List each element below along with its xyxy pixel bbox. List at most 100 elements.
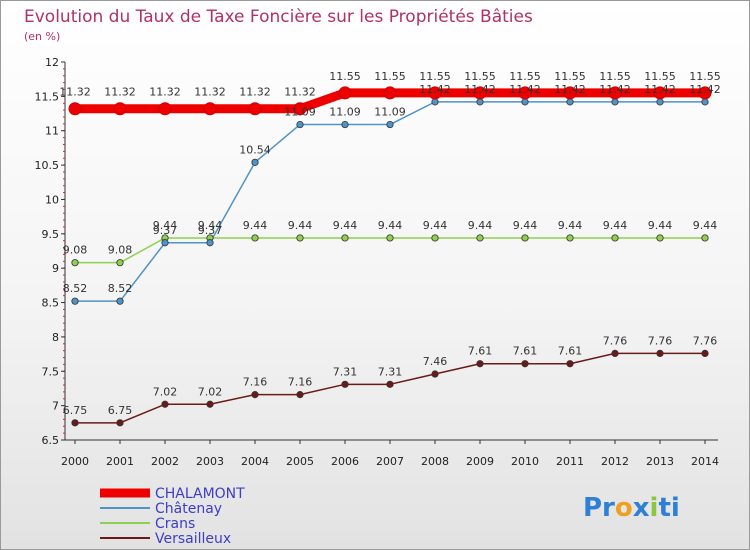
point-versailleux bbox=[296, 391, 304, 399]
data-label-chalamont: 11.55 bbox=[419, 70, 451, 83]
point-versailleux bbox=[476, 360, 484, 368]
y-tick-label: 11 bbox=[45, 125, 59, 138]
point-chatenay bbox=[701, 98, 709, 106]
data-labels: 6.75 6.75 7.02 7.02 7.16 7.16 7.31 7.31 7.46 7.61… bbox=[59, 70, 721, 417]
data-label-chatenay: 10.54 bbox=[239, 143, 271, 156]
axes: 6.5 7 7.5 8 8.5 9 9.5 10 10.5 11 11.5 12 2000 2001 200… bbox=[35, 56, 720, 468]
data-label-chalamont: 11.32 bbox=[149, 86, 181, 99]
point-crans bbox=[341, 234, 349, 242]
data-label-chalamont: 11.55 bbox=[554, 70, 586, 83]
x-tick-label: 2000 bbox=[61, 455, 89, 468]
data-label-chatenay: 11.42 bbox=[689, 83, 721, 96]
data-label-chatenay: 8.52 bbox=[63, 282, 88, 295]
point-chatenay bbox=[161, 239, 169, 247]
data-label-chatenay: 11.42 bbox=[644, 83, 676, 96]
data-label-crans: 9.44 bbox=[468, 219, 493, 232]
x-tick-label: 2010 bbox=[511, 455, 539, 468]
data-label-chatenay: 11.42 bbox=[419, 83, 451, 96]
data-label-versailleux: 7.76 bbox=[693, 334, 718, 347]
chart-title: Evolution du Taux de Taxe Foncière sur l… bbox=[24, 7, 533, 27]
data-label-crans: 9.08 bbox=[108, 244, 133, 257]
data-label-versailleux: 6.75 bbox=[63, 404, 88, 417]
point-crans bbox=[611, 234, 619, 242]
y-tick-label: 9.5 bbox=[42, 228, 60, 241]
point-versailleux bbox=[431, 370, 439, 378]
point-chalamont bbox=[563, 86, 577, 100]
point-versailleux bbox=[341, 380, 349, 388]
point-chatenay bbox=[611, 98, 619, 106]
point-crans bbox=[476, 234, 484, 242]
data-label-chalamont: 11.55 bbox=[509, 70, 541, 83]
x-tick-label: 2002 bbox=[151, 455, 179, 468]
series-line-crans bbox=[74, 237, 706, 264]
point-chatenay bbox=[566, 98, 574, 106]
data-label-chalamont: 11.55 bbox=[329, 70, 361, 83]
series-points bbox=[68, 86, 712, 427]
point-chatenay bbox=[476, 98, 484, 106]
x-tick-label: 2007 bbox=[376, 455, 404, 468]
data-label-chatenay: 11.09 bbox=[284, 106, 316, 119]
data-label-chatenay: 9.37 bbox=[153, 224, 178, 237]
point-crans bbox=[296, 234, 304, 242]
point-chalamont bbox=[383, 86, 397, 100]
point-versailleux bbox=[701, 349, 709, 358]
point-chalamont bbox=[698, 86, 712, 100]
point-crans bbox=[71, 259, 79, 267]
legend-label-crans: Crans bbox=[155, 516, 195, 532]
data-label-chalamont: 11.55 bbox=[599, 70, 631, 83]
y-tick-label: 10.5 bbox=[35, 159, 60, 172]
point-crans bbox=[386, 234, 394, 242]
x-tick-label: 2012 bbox=[601, 455, 629, 468]
data-label-chatenay: 11.42 bbox=[599, 83, 631, 96]
data-label-versailleux: 7.76 bbox=[648, 334, 673, 347]
point-chalamont bbox=[338, 86, 352, 100]
logo-part: x bbox=[633, 493, 650, 523]
point-crans bbox=[521, 234, 529, 242]
point-chalamont bbox=[68, 102, 82, 116]
data-label-chalamont: 11.55 bbox=[464, 70, 496, 83]
point-crans bbox=[701, 234, 709, 242]
legend-label-chatenay: Châtenay bbox=[155, 501, 222, 517]
point-chatenay bbox=[116, 297, 124, 305]
data-label-versailleux: 7.02 bbox=[153, 385, 178, 398]
data-label-chalamont: 11.32 bbox=[104, 86, 136, 99]
point-chalamont bbox=[203, 102, 217, 116]
legend-label-versailleux: Versailleux bbox=[155, 531, 231, 547]
x-tick-label: 2004 bbox=[241, 455, 269, 468]
data-label-chatenay: 9.37 bbox=[198, 224, 223, 237]
data-label-crans: 9.44 bbox=[243, 219, 268, 232]
logo-part: ti bbox=[658, 493, 679, 523]
y-tick-label: 8.5 bbox=[42, 297, 60, 310]
logo-part: Pr bbox=[583, 493, 615, 523]
data-label-versailleux: 7.16 bbox=[243, 376, 268, 389]
data-label-chalamont: 11.55 bbox=[689, 70, 721, 83]
data-label-chalamont: 11.55 bbox=[644, 70, 676, 83]
data-label-versailleux: 7.31 bbox=[333, 365, 358, 378]
point-versailleux bbox=[251, 391, 259, 399]
data-label-versailleux: 7.02 bbox=[198, 385, 223, 398]
data-label-crans: 9.44 bbox=[423, 219, 448, 232]
data-label-crans: 9.44 bbox=[513, 219, 538, 232]
data-label-versailleux: 7.31 bbox=[378, 365, 403, 378]
data-label-crans: 9.08 bbox=[63, 244, 88, 257]
y-tick-label: 10 bbox=[45, 193, 59, 206]
point-chalamont bbox=[608, 86, 622, 100]
data-label-chalamont: 11.32 bbox=[59, 86, 91, 99]
chart-subtitle: (en %) bbox=[24, 30, 60, 43]
point-chalamont bbox=[473, 86, 487, 100]
point-chalamont bbox=[518, 86, 532, 100]
y-tick-label: 12 bbox=[45, 56, 59, 69]
data-label-versailleux: 7.16 bbox=[288, 376, 313, 389]
proxiti-logo: Proxiti bbox=[583, 493, 680, 523]
data-label-chatenay: 8.52 bbox=[108, 282, 133, 295]
data-label-crans: 9.44 bbox=[198, 219, 223, 232]
y-tick-label: 8 bbox=[52, 331, 59, 344]
data-label-crans: 9.44 bbox=[333, 219, 358, 232]
point-chatenay bbox=[341, 120, 349, 129]
x-tick-label: 2014 bbox=[691, 455, 719, 468]
point-versailleux bbox=[206, 400, 214, 408]
data-label-versailleux: 7.61 bbox=[558, 345, 583, 358]
point-chatenay bbox=[386, 120, 394, 129]
